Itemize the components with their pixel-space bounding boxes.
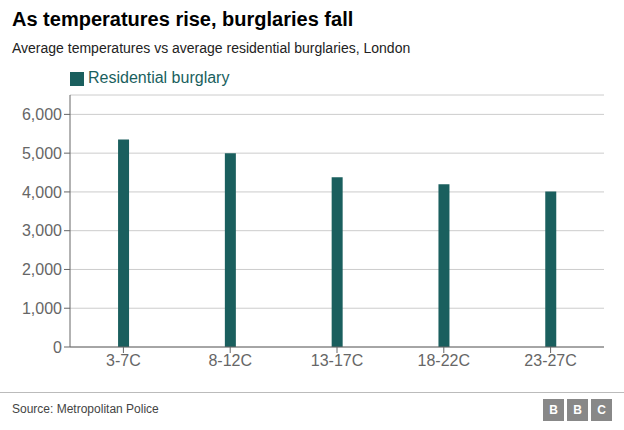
svg-text:8-12C: 8-12C	[208, 352, 252, 369]
svg-text:6,000: 6,000	[22, 106, 62, 123]
html-text:Source: Metropolitan Police: Source: Metropolitan Police	[12, 402, 159, 416]
svg-text:4,000: 4,000	[22, 184, 62, 201]
svg-text:0: 0	[53, 339, 62, 356]
svg-text:3-7C: 3-7C	[106, 352, 141, 369]
svg-text:3,000: 3,000	[22, 222, 62, 239]
html-text:As temperatures rise, burglari: As temperatures rise, burglaries fall	[12, 8, 354, 30]
svg-text:5,000: 5,000	[22, 145, 62, 162]
svg-text:13-17C: 13-17C	[311, 352, 363, 369]
html-text:Average temperatures vs averag: Average temperatures vs average resident…	[12, 40, 411, 56]
svg-text:1,000: 1,000	[22, 300, 62, 317]
html-text:B: B	[573, 403, 582, 417]
svg-text:23-27C: 23-27C	[524, 352, 576, 369]
svg-text:18-22C: 18-22C	[418, 352, 470, 369]
html-text:C: C	[597, 403, 606, 417]
html-text:Residential burglary: Residential burglary	[88, 69, 230, 86]
html-text:B: B	[549, 403, 558, 417]
svg-text:2,000: 2,000	[22, 261, 62, 278]
